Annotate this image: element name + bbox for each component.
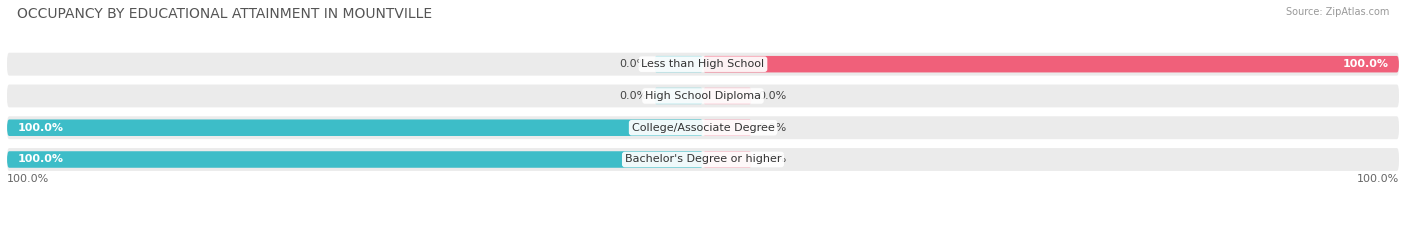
Text: 0.0%: 0.0% [759,123,787,133]
FancyBboxPatch shape [703,88,752,104]
FancyBboxPatch shape [654,56,703,72]
FancyBboxPatch shape [7,120,703,136]
Text: Source: ZipAtlas.com: Source: ZipAtlas.com [1285,7,1389,17]
Text: Bachelor's Degree or higher: Bachelor's Degree or higher [624,154,782,164]
Text: 100.0%: 100.0% [7,174,49,184]
FancyBboxPatch shape [7,53,1399,76]
FancyBboxPatch shape [7,116,1399,139]
Text: 100.0%: 100.0% [1357,174,1399,184]
Text: 100.0%: 100.0% [17,154,63,164]
Text: College/Associate Degree: College/Associate Degree [631,123,775,133]
Text: 0.0%: 0.0% [619,91,647,101]
FancyBboxPatch shape [7,148,1399,171]
FancyBboxPatch shape [7,85,1399,107]
Text: High School Diploma: High School Diploma [645,91,761,101]
Text: Less than High School: Less than High School [641,59,765,69]
Text: 0.0%: 0.0% [619,59,647,69]
Text: 0.0%: 0.0% [759,154,787,164]
FancyBboxPatch shape [703,56,1399,72]
FancyBboxPatch shape [703,120,752,136]
Text: 100.0%: 100.0% [1343,59,1389,69]
Text: 100.0%: 100.0% [17,123,63,133]
Text: 0.0%: 0.0% [759,91,787,101]
FancyBboxPatch shape [703,151,752,168]
FancyBboxPatch shape [7,151,703,168]
FancyBboxPatch shape [654,88,703,104]
Text: OCCUPANCY BY EDUCATIONAL ATTAINMENT IN MOUNTVILLE: OCCUPANCY BY EDUCATIONAL ATTAINMENT IN M… [17,7,432,21]
